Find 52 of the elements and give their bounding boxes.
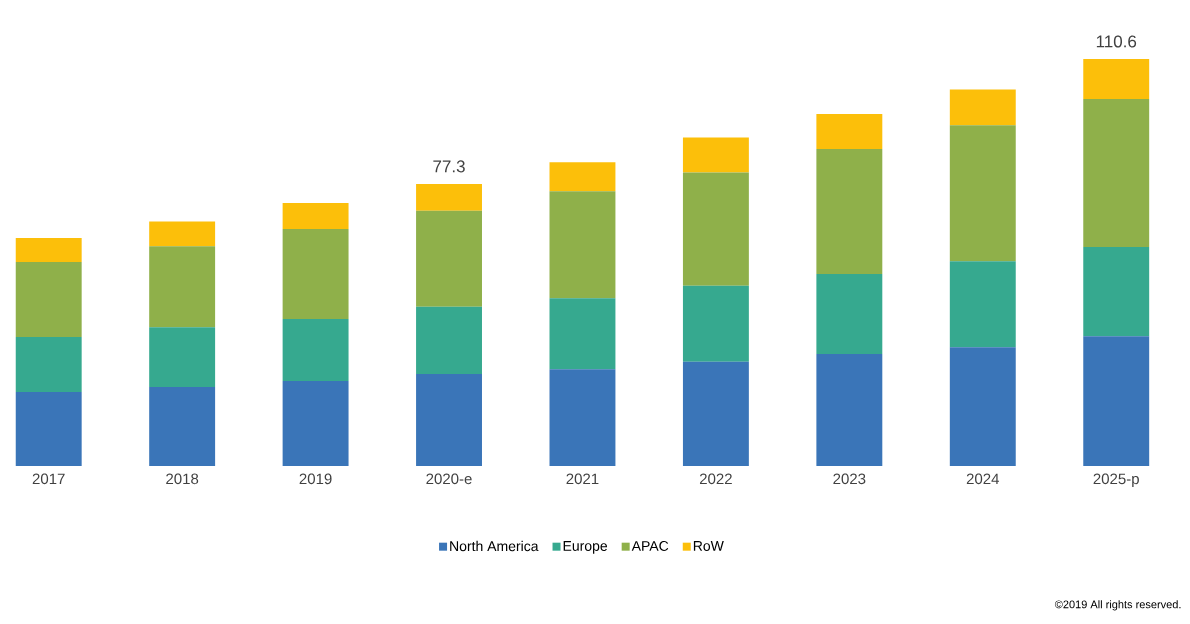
bar — [682, 172, 749, 286]
bar — [1083, 58, 1150, 99]
bar — [682, 361, 749, 466]
bar — [282, 380, 349, 466]
bar — [15, 262, 82, 337]
bar — [949, 347, 1016, 466]
bar — [15, 336, 82, 392]
bar — [549, 191, 616, 299]
bar — [816, 273, 883, 355]
bar — [816, 354, 883, 466]
bar — [416, 183, 482, 211]
bar — [282, 229, 349, 320]
legend-label: RoW — [693, 541, 724, 551]
annotation: 110.6 — [1096, 35, 1137, 48]
bar — [282, 319, 349, 381]
legend-label: Europe — [563, 541, 608, 554]
bar — [1083, 98, 1150, 248]
x-tick-label: 2021 — [566, 473, 599, 485]
x-tick-label: 2018 — [166, 473, 199, 485]
bar — [416, 374, 482, 466]
x-tick-label: 2019 — [299, 473, 332, 485]
bar — [149, 221, 216, 247]
bar — [949, 89, 1016, 126]
bar — [949, 261, 1016, 348]
x-tick-label: 2025-p — [1093, 473, 1139, 488]
x-tick-label: 2022 — [699, 473, 732, 485]
bar — [549, 369, 616, 466]
bar — [1083, 336, 1150, 466]
bar — [816, 113, 883, 149]
x-tick-label: 2020-e — [426, 473, 472, 485]
bar — [282, 203, 349, 230]
bar — [15, 391, 82, 466]
bar — [149, 327, 216, 388]
bar — [416, 210, 482, 307]
bar — [549, 298, 616, 370]
bar — [549, 162, 616, 192]
annotation: 77.3 — [433, 160, 465, 173]
bar — [682, 285, 749, 362]
legend-label: APAC — [631, 541, 669, 551]
bar — [1083, 247, 1150, 337]
bar — [816, 148, 883, 274]
legend-label: North America — [450, 540, 539, 552]
x-tick-label: 2024 — [966, 473, 1000, 485]
x-tick-label: 2017 — [32, 473, 65, 485]
bar — [949, 125, 1016, 262]
text: ©2019 All rights reserved. — [1054, 600, 1181, 611]
bar — [15, 238, 82, 263]
bar — [416, 306, 482, 375]
x-tick-label: 2023 — [833, 473, 866, 485]
bar — [149, 387, 216, 466]
bar — [682, 137, 749, 173]
bar — [149, 246, 216, 328]
